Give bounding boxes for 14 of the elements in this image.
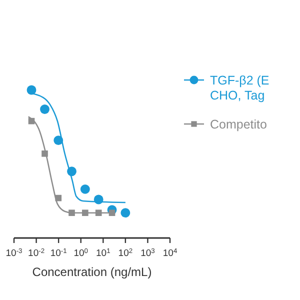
point — [80, 184, 90, 194]
x-tick-label: 10$^{-2}$ — [28, 248, 45, 259]
x-tick-label: 10$^{1}$ — [96, 248, 111, 259]
x-tick-label: 10$^{4}$ — [162, 248, 178, 259]
x-axis-title: Concentration (ng/mL) — [32, 265, 152, 279]
legend-label: TGF-β2 (E CHO, Tag — [210, 74, 270, 102]
legend-label: Competito — [210, 118, 268, 132]
x-tick-label: 10$^{0}$ — [74, 248, 88, 259]
point — [120, 208, 130, 218]
point — [40, 104, 50, 114]
x-tick-label: 10$^{3}$ — [140, 248, 156, 259]
x-tick-label: 10$^{-3}$ — [6, 248, 23, 259]
x-tick-label: 10$^{-1}$ — [50, 248, 68, 259]
x-tick-label: 10$^{2}$ — [118, 248, 133, 259]
